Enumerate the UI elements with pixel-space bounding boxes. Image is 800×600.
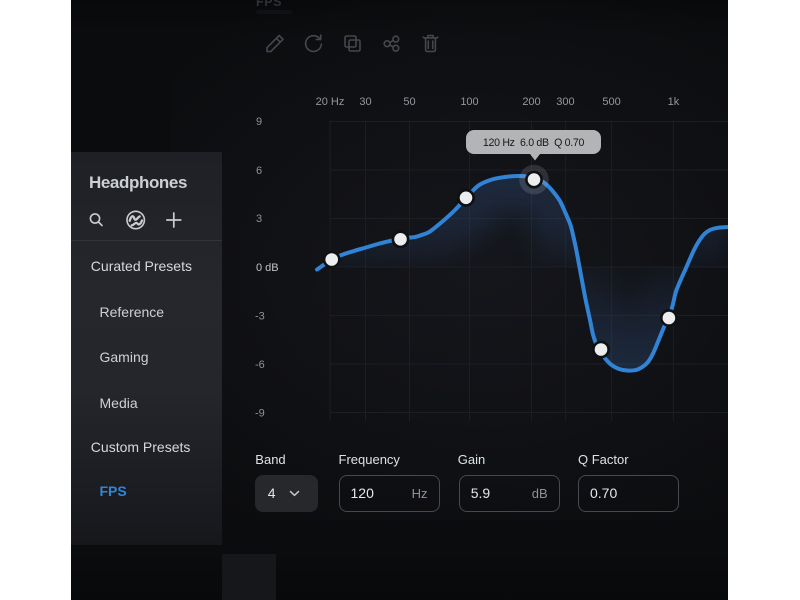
svg-text:200: 200 [522,96,540,108]
svg-text:6: 6 [256,165,262,177]
svg-text:3: 3 [256,213,262,225]
svg-text:9: 9 [256,116,262,128]
svg-text:0 dB: 0 dB [256,262,279,274]
svg-text:20 Hz: 20 Hz [316,96,345,108]
svg-text:500: 500 [602,96,620,108]
svg-text:100: 100 [460,96,478,108]
svg-text:120 Hz 6.0 dB Q 0.70: 120 Hz 6.0 dB Q 0.70 [483,137,585,149]
svg-text:-3: -3 [255,311,265,323]
svg-text:300: 300 [556,96,574,108]
svg-text:1k: 1k [668,96,680,108]
svg-text:-9: -9 [255,408,265,420]
svg-text:30: 30 [359,96,371,108]
svg-text:50: 50 [403,96,415,108]
svg-text:-6: -6 [255,359,265,371]
